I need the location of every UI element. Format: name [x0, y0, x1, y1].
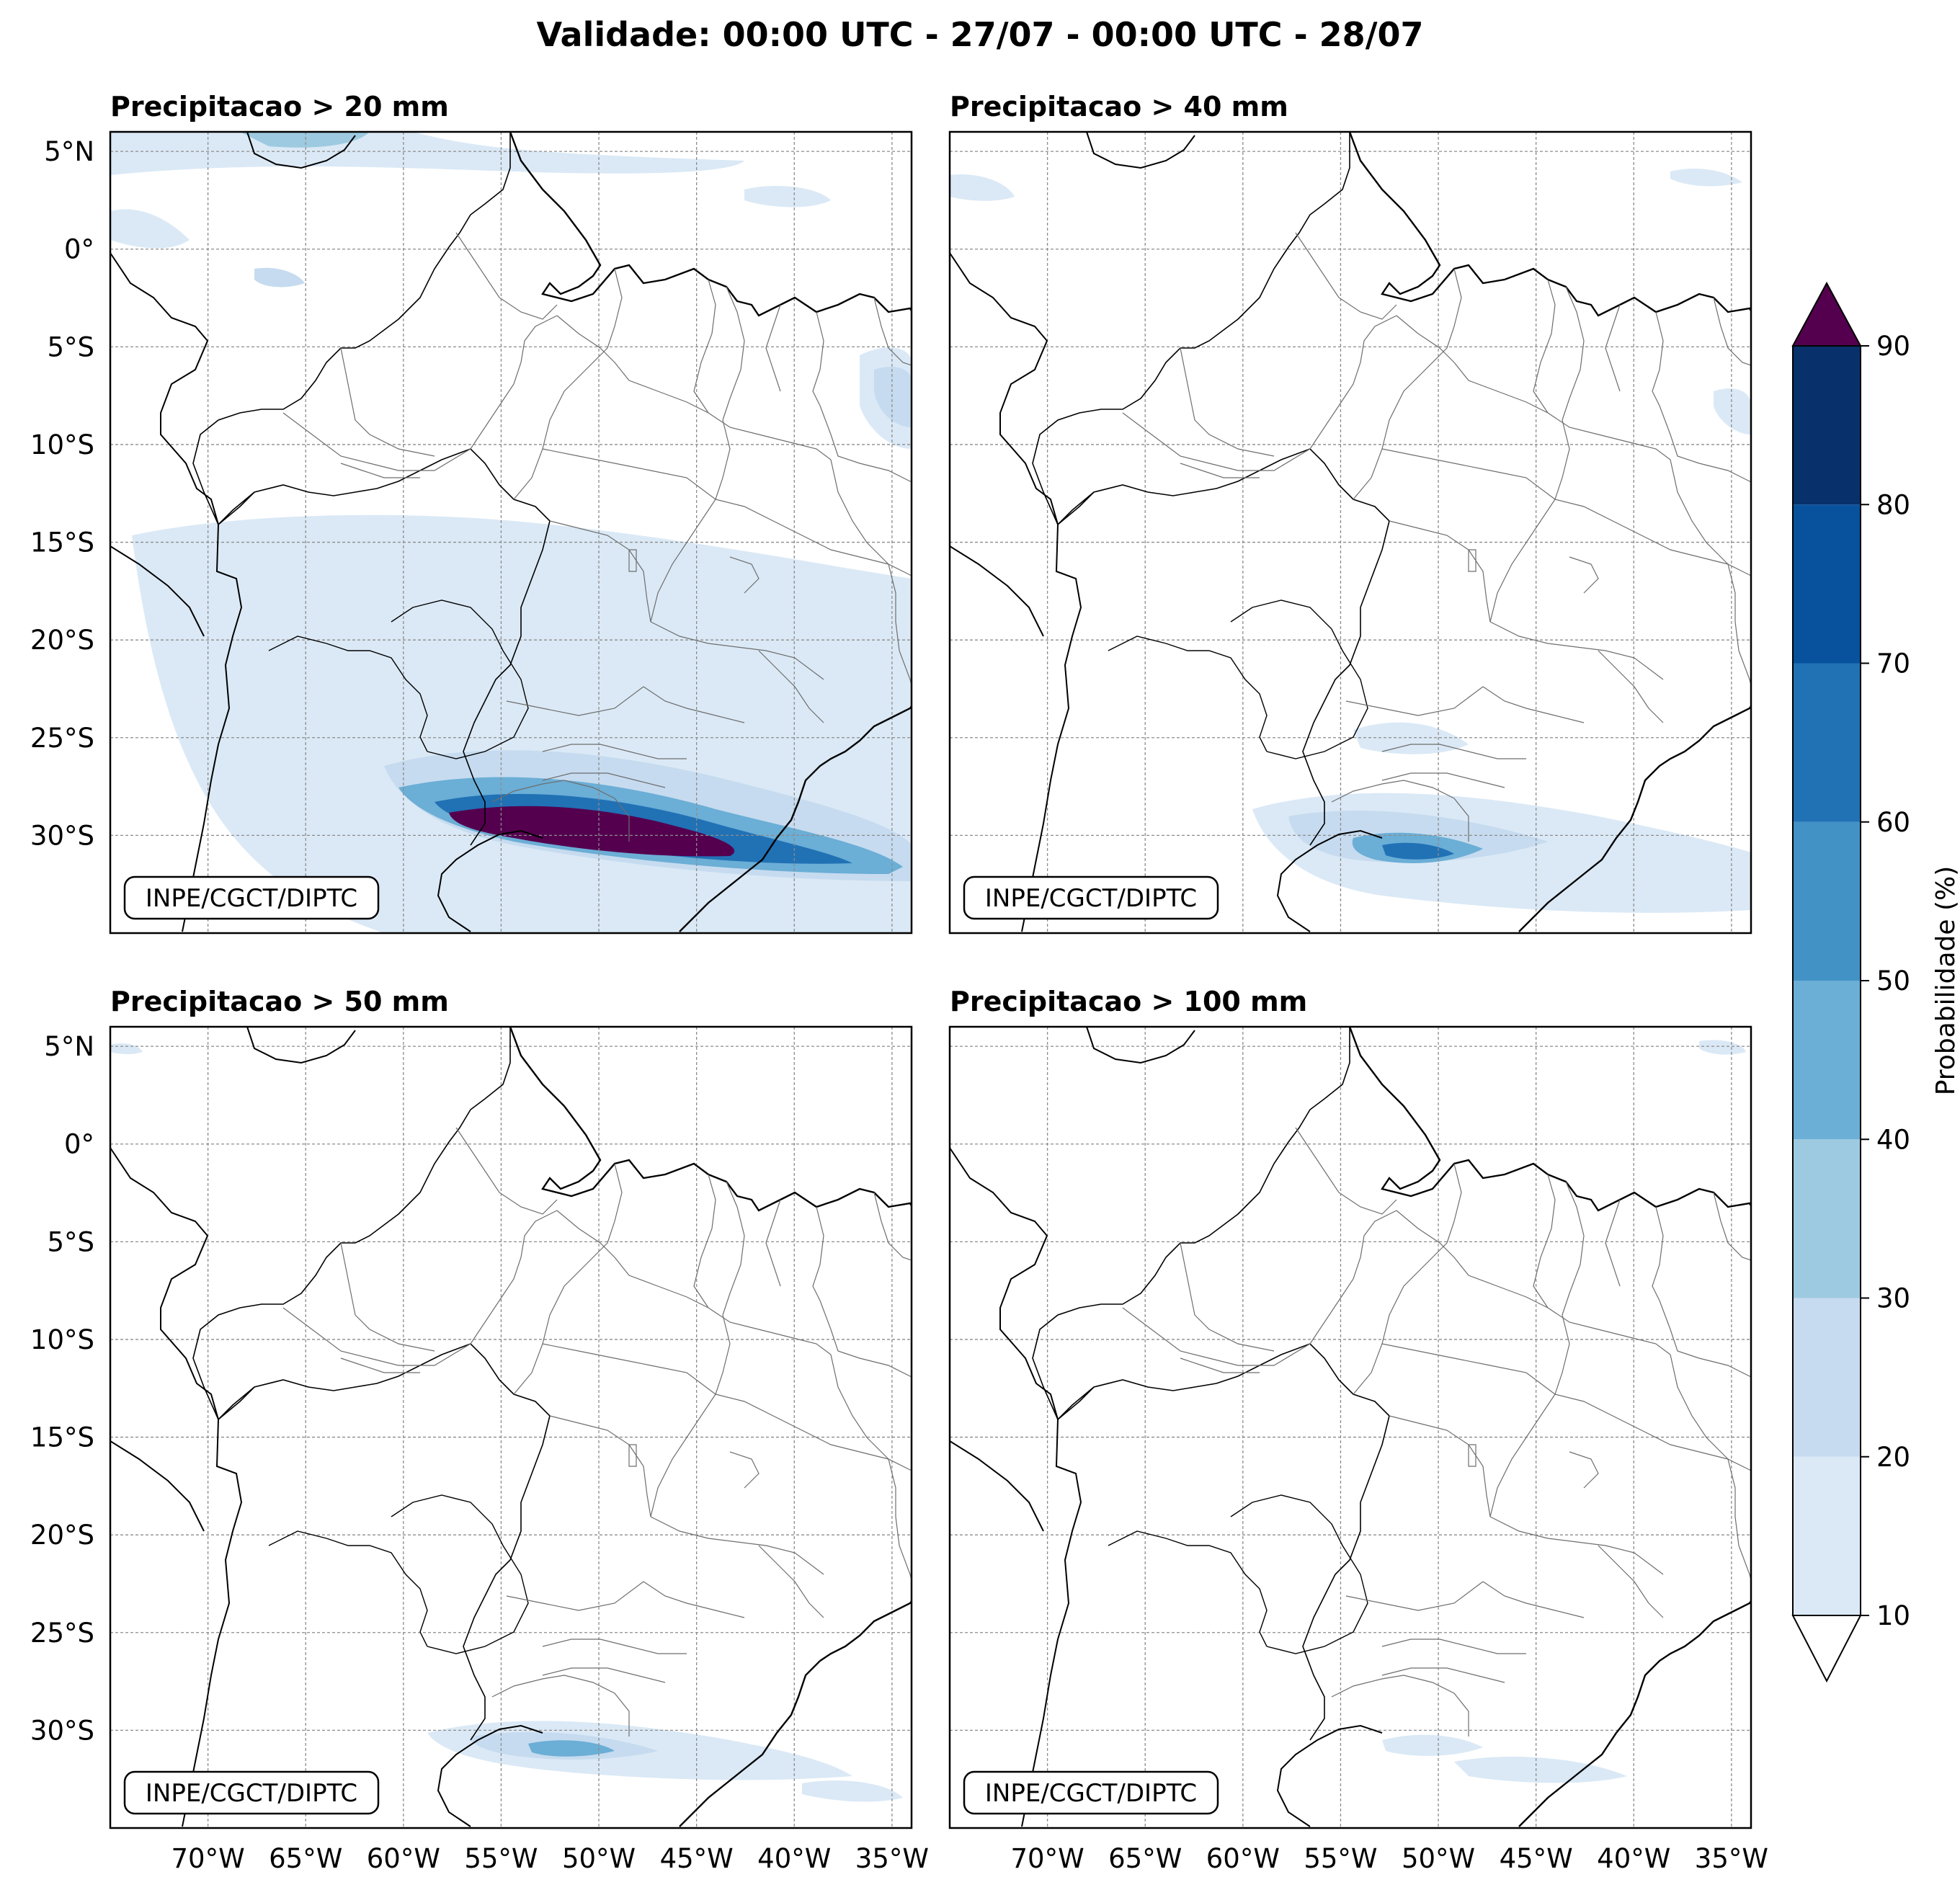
colorbar: 10 20 30 40 50 60 70 80 90 Probabilidade (%) [1791, 281, 1960, 1683]
credit-text: INPE/CGCT/DIPTC [146, 884, 357, 913]
probability-area [1454, 1756, 1627, 1783]
credit-box: INPE/CGCT/DIPTC [963, 875, 1219, 920]
colorbar-tick-label: 40 [1876, 1124, 1910, 1155]
lon-tick-label: 40°W [1597, 1843, 1670, 1874]
lat-tick-label: 0° [64, 234, 94, 265]
lat-tick-label: 5°N [44, 1031, 94, 1062]
colorbar-band [1793, 504, 1861, 664]
credit-text: INPE/CGCT/DIPTC [985, 884, 1197, 913]
lat-tick-label: 5°S [47, 331, 94, 362]
colorbar-band [1793, 346, 1861, 505]
colorbar-tick-label: 10 [1876, 1600, 1910, 1631]
map-panel: Precipitacao > 20 mm INPE/CGCT/DIPTC 5°N 0°… [30, 91, 913, 935]
lat-tick-label: 15°S [30, 527, 94, 558]
probability-area [950, 174, 1015, 201]
lon-tick-label: 55°W [1304, 1843, 1377, 1874]
lon-tick-label: 50°W [562, 1843, 636, 1874]
credit-text: INPE/CGCT/DIPTC [146, 1779, 357, 1808]
lat-tick-label: 10°S [30, 1324, 94, 1355]
lon-tick-label: 40°W [757, 1843, 831, 1874]
colorbar-band [1793, 981, 1861, 1140]
probability-area [528, 1740, 615, 1757]
lon-tick-label: 55°W [464, 1843, 538, 1874]
colorbar-tick-label: 60 [1876, 807, 1910, 838]
probability-area [1353, 722, 1469, 754]
credit-box: INPE/CGCT/DIPTC [123, 875, 380, 920]
lon-tick-label: 60°W [367, 1843, 440, 1874]
colorbar-band [1793, 1298, 1861, 1457]
lon-tick-label: 50°W [1402, 1843, 1475, 1874]
figure-title: Validade: 00:00 UTC - 27/07 - 00:00 UTC … [536, 15, 1423, 54]
probability-area [110, 209, 190, 249]
probability-area [1714, 388, 1751, 434]
lat-tick-label: 20°S [30, 625, 94, 656]
map-panel: Precipitacao > 40 mm INPE/CGCT/DIPTC [948, 91, 1752, 935]
lat-tick-label: 0° [64, 1129, 94, 1160]
colorbar-tick-label: 50 [1876, 966, 1910, 997]
colorbar-tick-label: 30 [1876, 1283, 1910, 1314]
lon-tick-label: 70°W [172, 1843, 245, 1874]
lon-tick-label: 35°W [1695, 1843, 1768, 1874]
colorbar-label: Probabilidade (%) [1931, 866, 1960, 1096]
lat-tick-label: 5°S [47, 1226, 94, 1257]
probability-area [874, 366, 912, 427]
lon-tick-label: 60°W [1206, 1843, 1280, 1874]
probability-area [1699, 1040, 1746, 1055]
probability-area [254, 267, 305, 287]
lat-tick-label: 25°S [30, 1618, 94, 1649]
colorbar-tick-label: 20 [1876, 1442, 1910, 1473]
panel-title: Precipitacao > 20 mm [110, 91, 449, 122]
colorbar-band [1793, 663, 1861, 822]
probability-area [240, 132, 370, 148]
colorbar-band [1793, 1456, 1861, 1615]
map-frame [948, 130, 1752, 935]
lat-tick-label: 5°N [44, 136, 94, 167]
probability-area [1382, 1734, 1483, 1756]
panel-title: Precipitacao > 50 mm [110, 986, 449, 1017]
map-frame [109, 130, 913, 935]
lat-tick-label: 20°S [30, 1520, 94, 1551]
probability-area [449, 806, 735, 857]
lon-tick-label: 35°W [855, 1843, 929, 1874]
panel-title: Precipitacao > 40 mm [950, 91, 1288, 122]
colorbar-under-arrow [1791, 1615, 1862, 1683]
credit-box: INPE/CGCT/DIPTC [963, 1770, 1219, 1815]
probability-area [1670, 168, 1742, 187]
map-frame [948, 1025, 1752, 1829]
lat-tick-label: 10°S [30, 429, 94, 460]
map-frame [109, 1025, 913, 1829]
lon-tick-label: 65°W [1108, 1843, 1182, 1874]
lat-tick-label: 30°S [30, 1715, 94, 1746]
lon-tick-label: 65°W [269, 1843, 342, 1874]
probability-area [571, 597, 687, 627]
lat-tick-label: 15°S [30, 1422, 94, 1453]
map-panel: Precipitacao > 100 mm INPE/CGCT/DIPTC 70°W… [948, 986, 1768, 1874]
lat-tick-label: 25°S [30, 723, 94, 754]
colorbar-band [1793, 821, 1861, 981]
probability-area [744, 186, 831, 208]
colorbar-tick-label: 90 [1876, 331, 1910, 362]
credit-box: INPE/CGCT/DIPTC [123, 1770, 380, 1815]
panel-title: Precipitacao > 100 mm [950, 986, 1307, 1017]
lat-tick-label: 30°S [30, 820, 94, 851]
map-panel: Precipitacao > 50 mm INPE/CGCT/DIPTC 5°N 0°… [30, 986, 929, 1874]
colorbar-over-arrow [1791, 281, 1862, 347]
lon-tick-label: 45°W [1500, 1843, 1573, 1874]
colorbar-tick-label: 70 [1876, 648, 1910, 679]
colorbar-band [1793, 1139, 1861, 1298]
probability-area [110, 1043, 143, 1055]
probability-area [802, 1780, 903, 1802]
probability-area [1382, 842, 1454, 860]
lon-tick-label: 45°W [660, 1843, 734, 1874]
lon-tick-label: 70°W [1011, 1843, 1084, 1874]
credit-text: INPE/CGCT/DIPTC [985, 1779, 1197, 1808]
colorbar-tick-label: 80 [1876, 489, 1910, 520]
